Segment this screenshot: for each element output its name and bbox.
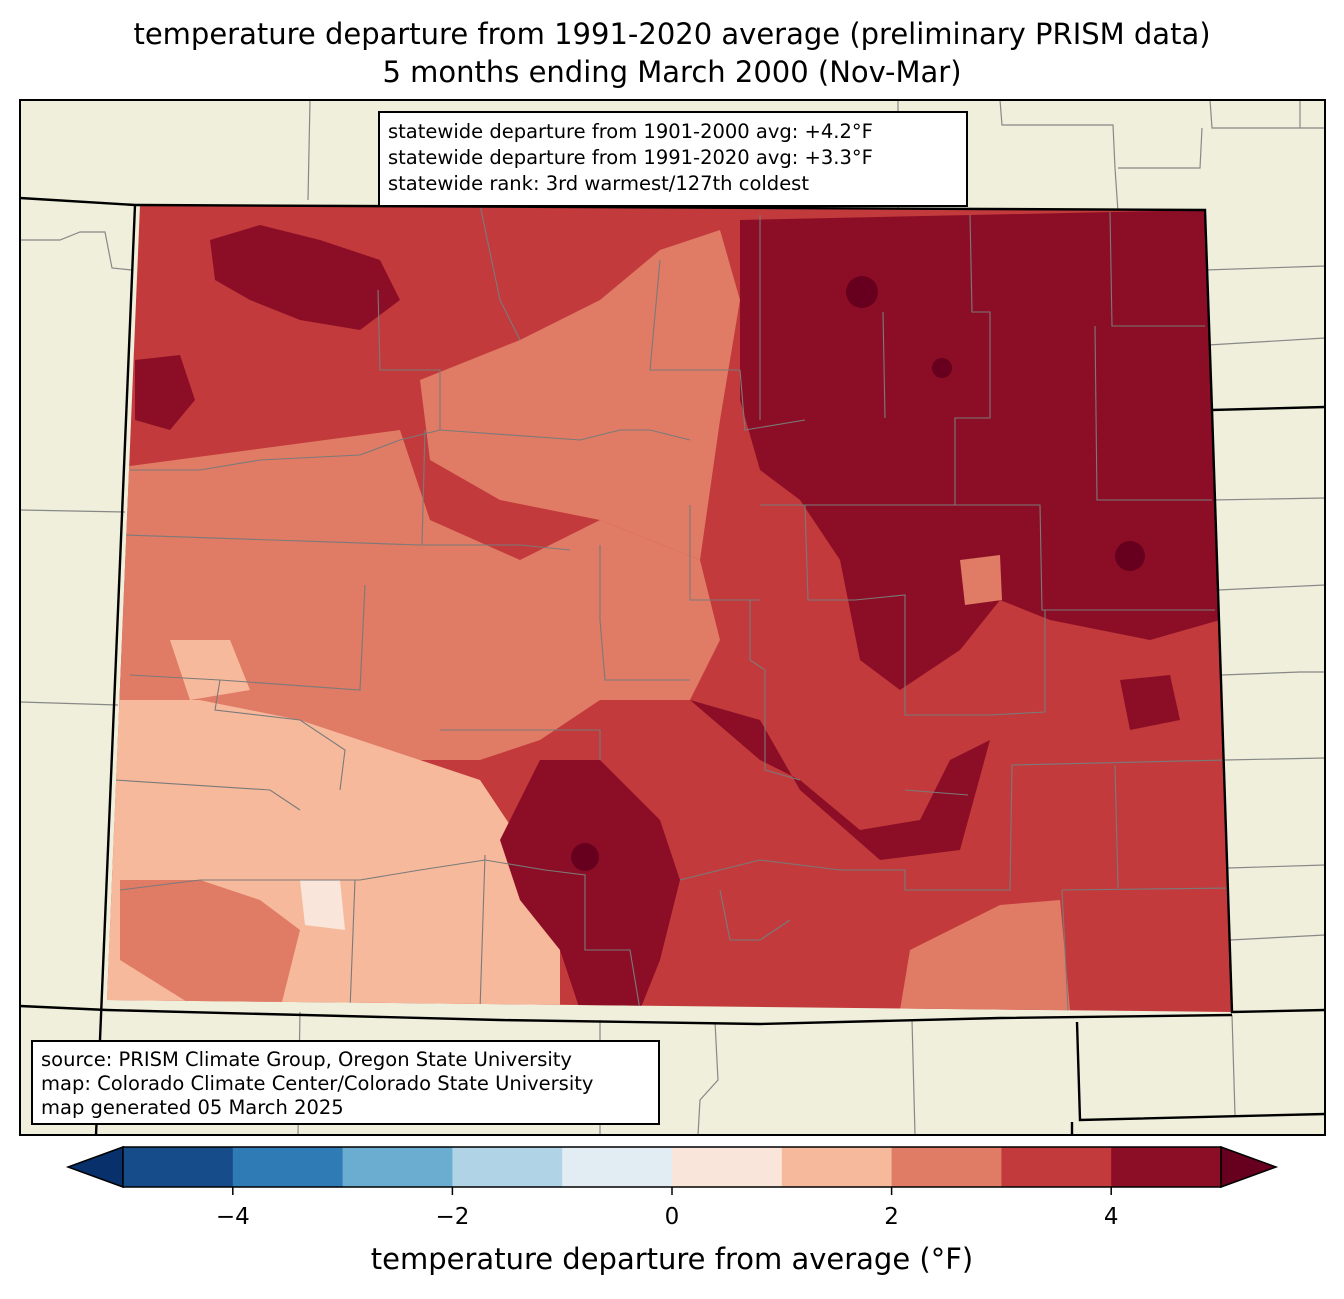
colorado-anomaly-field xyxy=(107,205,1232,1012)
colorbar-segment xyxy=(891,1147,1002,1187)
colorado-county-lines xyxy=(114,205,1231,1011)
colorbar-segment xyxy=(342,1147,453,1187)
colorbar-tick-label: 0 xyxy=(664,1204,680,1230)
colorbar-tick-label: −4 xyxy=(215,1204,250,1230)
colorbar-extend-high xyxy=(1220,1145,1279,1189)
map-subtitle: 5 months ending March 2000 (Nov-Mar) xyxy=(382,55,962,89)
colorbar-segment xyxy=(232,1147,344,1187)
colorbar-segment xyxy=(672,1147,783,1187)
colorbar-segment xyxy=(562,1147,673,1187)
map-title: temperature departure from 1991-2020 ave… xyxy=(133,17,1211,51)
band-1-2-west-patch xyxy=(170,640,250,700)
band-5-plus-spot-2 xyxy=(1115,541,1145,571)
colorbar-segment xyxy=(781,1147,893,1187)
colorbar-segment xyxy=(123,1147,234,1187)
band-2-3-southeast xyxy=(900,900,1070,1010)
stats-line-1: statewide departure from 1901-2000 avg: … xyxy=(388,120,873,143)
band-5-plus-spot-1 xyxy=(846,276,878,308)
band-4-5-east-blob xyxy=(1120,675,1180,730)
stats-line-2: statewide departure from 1991-2020 avg: … xyxy=(388,146,873,169)
band-4-5-san-luis xyxy=(500,760,680,1010)
colorbar-extend-low xyxy=(65,1145,124,1189)
statewide-stats-box: statewide departure from 1901-2000 avg: … xyxy=(378,111,968,207)
colorbar-tick-label: 4 xyxy=(1103,1204,1119,1230)
band-5-plus-spot-3 xyxy=(571,843,599,871)
source-line-2: map: Colorado Climate Center/Colorado St… xyxy=(41,1072,594,1095)
map-frame xyxy=(19,99,1326,1136)
colorbar-segment xyxy=(1111,1147,1222,1187)
band-2-3-east-patch xyxy=(960,555,1002,605)
colorbar-tick-label: 2 xyxy=(884,1204,899,1230)
band-4-5-northwest xyxy=(210,225,400,330)
band-2-3-southwest-edge xyxy=(120,880,300,1010)
source-box: source: PRISM Climate Group, Oregon Stat… xyxy=(31,1040,660,1125)
colorbar-label: temperature departure from average (°F) xyxy=(370,1242,974,1276)
source-line-1: source: PRISM Climate Group, Oregon Stat… xyxy=(41,1048,572,1071)
stats-line-3: statewide rank: 3rd warmest/127th coldes… xyxy=(388,172,809,195)
colorbar-segment xyxy=(452,1147,563,1187)
band-2-3-west xyxy=(107,430,720,760)
band-4-5-northwest-west xyxy=(135,355,195,430)
band-0-1-patch xyxy=(300,880,345,930)
state-borders xyxy=(20,196,1325,1135)
band-4-5-east xyxy=(740,210,1220,690)
colorbar-tick-label: −2 xyxy=(435,1204,470,1230)
colorbar-segment xyxy=(1001,1147,1112,1187)
source-line-3: map generated 05 March 2025 xyxy=(41,1096,344,1119)
band-2-3-central xyxy=(420,230,740,560)
colorbar xyxy=(65,1145,1279,1195)
band-5-plus-spot-4 xyxy=(932,358,952,378)
